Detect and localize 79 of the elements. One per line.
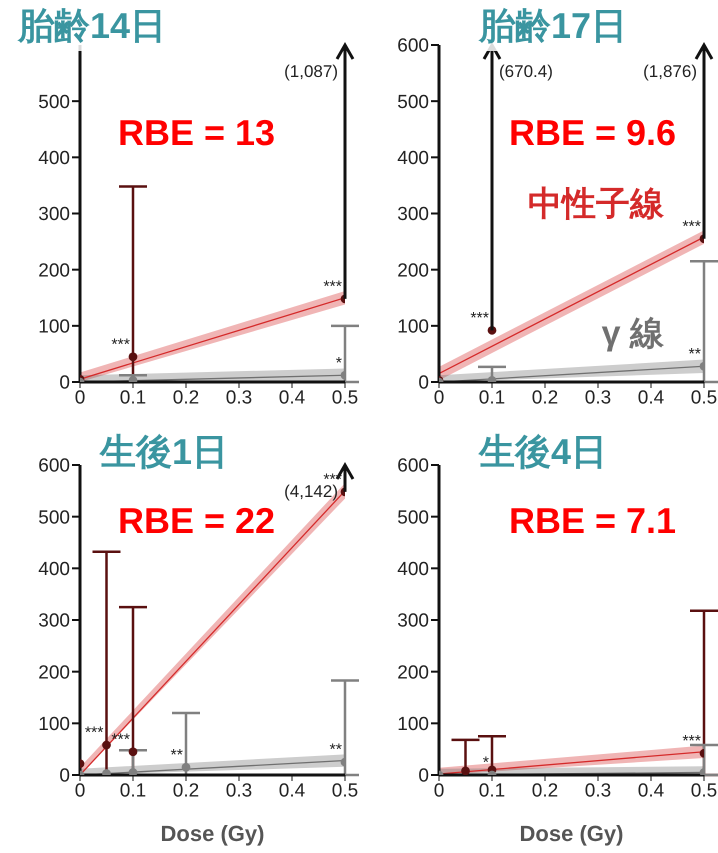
data-label: ***: [470, 310, 489, 327]
y-tick-label: 400: [38, 559, 70, 580]
data-label: **: [330, 742, 342, 759]
y-tick-label: 500: [397, 92, 429, 113]
data-label: *: [336, 354, 342, 372]
annotation: (670.4): [499, 62, 553, 81]
y-tick-label: 500: [397, 507, 429, 528]
data-label: ***: [682, 732, 701, 750]
data-label: ***: [84, 724, 104, 742]
x-tick-label: 0.5: [332, 780, 358, 802]
y-tick-label: 600: [397, 456, 429, 477]
x-tick-label: 0.5: [332, 387, 358, 408]
x-tick-label: 0.5: [690, 387, 718, 408]
x-tick-label: 0.4: [638, 780, 665, 802]
x-axis-title: Dose (Gy): [160, 821, 264, 846]
y-tick-label: 200: [397, 260, 429, 282]
y-tick-label: 0: [418, 766, 429, 787]
y-tick-label: 300: [397, 204, 429, 226]
x-tick-label: 0: [74, 780, 86, 802]
y-tick-label: 400: [397, 559, 429, 580]
chart-title: 生後1日: [100, 428, 228, 477]
x-tick-label: 0.4: [278, 780, 306, 802]
point: [182, 762, 190, 772]
y-tick-label: 0: [418, 372, 429, 394]
x-tick-label: 0.2: [172, 387, 200, 408]
x-tick-label: 0.1: [120, 780, 146, 802]
x-axis-title: Dose (Gy): [520, 821, 624, 846]
annotation: RBE = 13: [118, 112, 276, 154]
series-label: γ 線: [602, 314, 665, 352]
x-tick-label: 0.2: [532, 780, 558, 802]
y-tick-label: 500: [38, 507, 70, 528]
y-tick-label: 300: [397, 610, 429, 632]
y-tick-label: 0: [59, 372, 70, 394]
x-tick-label: 0: [434, 780, 444, 802]
data-label: ***: [323, 278, 342, 296]
x-tick-label: 0.3: [226, 387, 252, 408]
annotation: RBE = 7.1: [509, 500, 676, 542]
series-label: 中性子線: [528, 185, 665, 224]
y-tick-label: 100: [38, 316, 70, 338]
chart-title: 胎齢14日: [18, 2, 166, 51]
x-tick-label: 0.5: [690, 780, 718, 802]
y-tick-label: 400: [38, 148, 70, 170]
y-tick-label: 300: [38, 204, 70, 226]
x-tick-label: 0.4: [278, 387, 306, 408]
y-tick-label: 200: [38, 662, 70, 684]
x-tick-label: 0.3: [584, 387, 612, 408]
y-tick-label: 600: [38, 456, 70, 477]
x-tick-label: 0.3: [584, 780, 612, 802]
x-tick-label: 0.4: [638, 387, 665, 408]
y-tick-label: 200: [38, 260, 70, 282]
x-tick-label: 0.1: [120, 387, 146, 408]
x-tick-label: 0: [74, 387, 86, 408]
y-tick-label: 300: [38, 610, 70, 632]
y-tick-label: 600: [397, 36, 429, 57]
y-tick-label: 200: [397, 662, 429, 684]
y-tick-label: 0: [59, 766, 70, 787]
data-label: **: [170, 746, 183, 764]
data-label: ***: [111, 336, 130, 354]
x-tick-label: 0.2: [172, 780, 200, 802]
y-tick-label: 100: [38, 714, 70, 736]
x-tick-label: 0: [434, 387, 444, 408]
data-label: *: [482, 754, 489, 772]
y-tick-label: 500: [38, 92, 70, 113]
annotation: RBE = 9.6: [509, 112, 676, 154]
y-tick-label: 100: [397, 714, 429, 736]
data-label: **: [688, 346, 701, 363]
data-label: ***: [682, 218, 701, 236]
annotation: (1,876): [643, 62, 697, 81]
chart-title: 胎齢17日: [479, 2, 628, 51]
y-tick-label: 100: [397, 316, 429, 338]
x-tick-label: 0.2: [532, 387, 558, 408]
x-tick-label: 0.1: [478, 387, 506, 408]
x-tick-label: 0.1: [478, 780, 506, 802]
point: [128, 768, 138, 775]
annotation: RBE = 22: [118, 500, 276, 542]
chart-title: 生後4日: [479, 428, 608, 477]
y-tick-label: 400: [397, 148, 429, 170]
x-tick-label: 0.3: [226, 780, 252, 802]
annotation: (1,087): [284, 62, 338, 81]
